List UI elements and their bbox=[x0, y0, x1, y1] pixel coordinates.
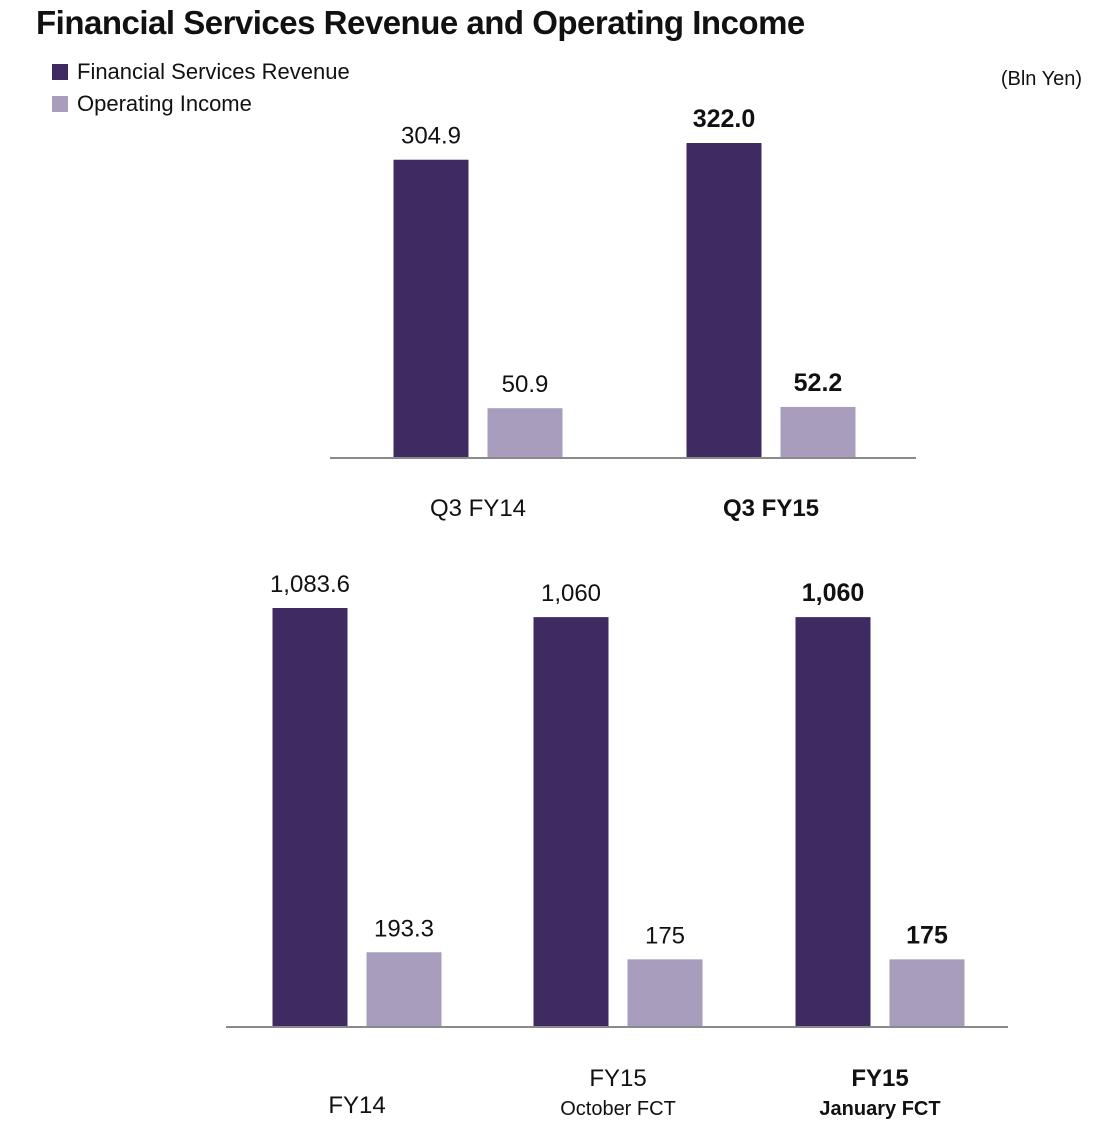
data-label-revenue: 322.0 bbox=[693, 105, 756, 133]
unit-note: (Bln Yen) bbox=[1000, 68, 1082, 90]
bar-revenue bbox=[533, 617, 609, 1027]
legend-label-revenue: Financial Services Revenue bbox=[77, 59, 350, 84]
data-label-operating-income: 50.9 bbox=[502, 371, 549, 398]
category-label: FY15 bbox=[851, 1065, 908, 1092]
bar-group-3: 1,060 175 FY15 January FCT bbox=[795, 579, 965, 1120]
bar-operating-income bbox=[627, 959, 703, 1027]
category-sublabel: January FCT bbox=[819, 1098, 940, 1120]
bar-group-2: 322.0 52.2 Q3 FY15 bbox=[686, 105, 856, 522]
category-sublabel: October FCT bbox=[560, 1098, 676, 1120]
data-label-operating-income: 175 bbox=[645, 922, 685, 949]
bar-operating-income bbox=[889, 959, 965, 1027]
category-label: Q3 FY14 bbox=[430, 495, 526, 522]
data-label-operating-income: 175 bbox=[906, 921, 948, 949]
page-title: Financial Services Revenue and Operating… bbox=[36, 4, 805, 41]
bar-group-2: 1,060 175 FY15 October FCT bbox=[533, 580, 703, 1120]
chart-1: 304.9 50.9 Q3 FY14 322.0 52.2 Q3 FY15 bbox=[330, 105, 916, 522]
bar-group-1: 304.9 50.9 Q3 FY14 bbox=[393, 123, 563, 522]
bar-group-1: 1,083.6 193.3 FY14 bbox=[270, 571, 442, 1119]
bar-operating-income bbox=[487, 408, 563, 458]
data-label-operating-income: 193.3 bbox=[374, 915, 434, 942]
category-label: FY15 bbox=[589, 1065, 646, 1092]
legend-item-revenue: Financial Services Revenue bbox=[52, 56, 350, 88]
category-label: FY14 bbox=[328, 1092, 385, 1119]
legend-swatch-operating-income bbox=[52, 96, 68, 112]
legend-item-operating-income: Operating Income bbox=[52, 88, 350, 120]
data-label-operating-income: 52.2 bbox=[794, 369, 843, 397]
bar-operating-income bbox=[366, 952, 442, 1027]
legend-label-operating-income: Operating Income bbox=[77, 91, 252, 116]
data-label-revenue: 1,083.6 bbox=[270, 571, 350, 598]
bar-revenue bbox=[686, 143, 762, 458]
legend: Financial Services Revenue Operating Inc… bbox=[52, 56, 350, 120]
category-label: Q3 FY15 bbox=[723, 495, 819, 522]
bar-revenue bbox=[393, 159, 469, 458]
data-label-revenue: 1,060 bbox=[541, 580, 601, 607]
data-label-revenue: 304.9 bbox=[401, 123, 461, 150]
bar-revenue bbox=[795, 617, 871, 1027]
data-label-revenue: 1,060 bbox=[802, 579, 865, 607]
bar-operating-income bbox=[780, 406, 856, 458]
bar-revenue bbox=[272, 608, 348, 1027]
legend-swatch-revenue bbox=[52, 64, 68, 80]
